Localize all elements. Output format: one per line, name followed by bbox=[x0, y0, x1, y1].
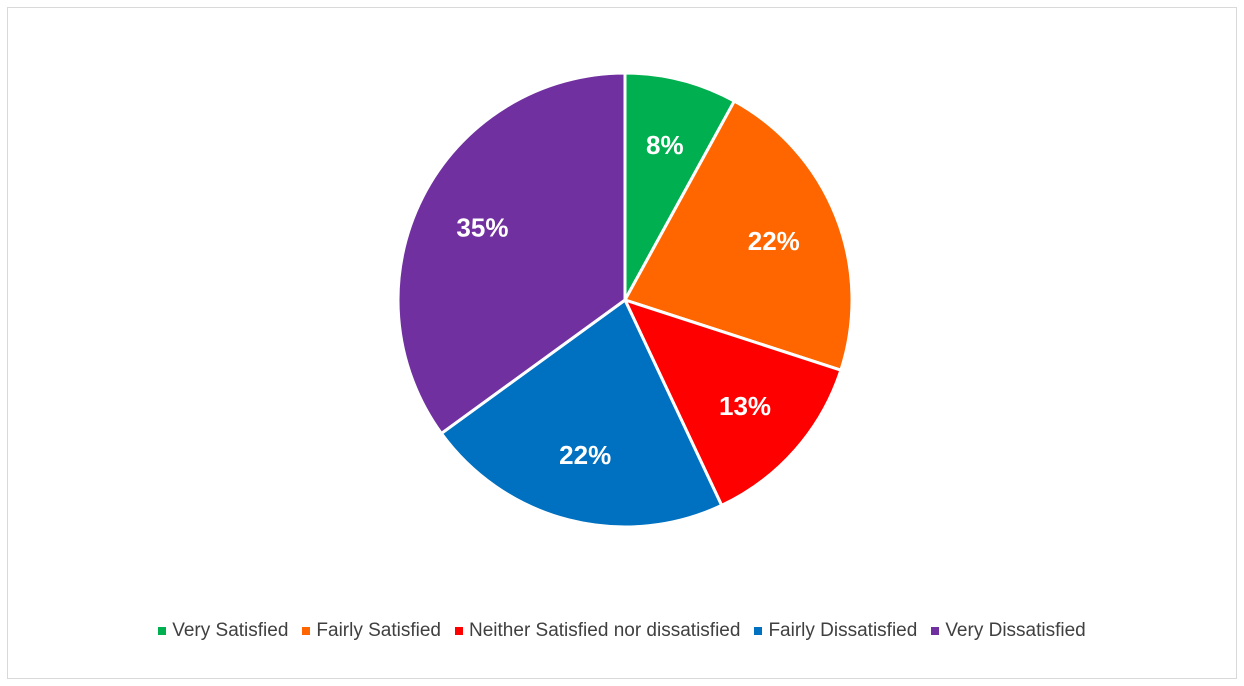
legend-swatch bbox=[158, 627, 167, 635]
pie-slice-fairly-dissatisfied bbox=[439, 298, 724, 529]
pie-slice-very-satisfied bbox=[623, 71, 736, 302]
legend-swatch bbox=[931, 627, 940, 635]
pie-slice-neither-satisfied-nor-dissatisfied bbox=[623, 298, 843, 507]
legend-item-very-satisfied: Very Satisfied bbox=[158, 620, 288, 642]
legend-item-very-dissatisfied: Very Dissatisfied bbox=[931, 620, 1086, 642]
legend-label: Very Satisfied bbox=[172, 620, 289, 641]
legend-swatch bbox=[302, 627, 311, 635]
pie-slices bbox=[396, 71, 854, 529]
legend-label: Very Dissatisfied bbox=[945, 620, 1086, 641]
legend-item-fairly-satisfied: Fairly Satisfied bbox=[302, 620, 441, 642]
pie-slice-fairly-satisfied bbox=[623, 99, 854, 372]
legend: Very Satisfied Fairly Satisfied Neither … bbox=[0, 620, 1244, 642]
legend-swatch bbox=[754, 627, 763, 635]
data-label: 35% bbox=[456, 212, 508, 242]
legend-item-neither: Neither Satisfied nor dissatisfied bbox=[455, 620, 740, 642]
data-label: 22% bbox=[559, 440, 611, 470]
legend-swatch bbox=[455, 627, 464, 635]
pie-data-labels: 8% 22% 13% 22% 35% bbox=[456, 130, 799, 470]
data-label: 13% bbox=[719, 391, 771, 421]
pie-slice-very-dissatisfied bbox=[396, 71, 627, 435]
legend-label: Neither Satisfied nor dissatisfied bbox=[469, 620, 741, 641]
data-label: 8% bbox=[646, 130, 684, 160]
legend-item-fairly-dissatisfied: Fairly Dissatisfied bbox=[754, 620, 917, 642]
legend-label: Fairly Dissatisfied bbox=[768, 620, 918, 641]
legend-label: Fairly Satisfied bbox=[316, 620, 442, 641]
data-label: 22% bbox=[748, 226, 800, 256]
